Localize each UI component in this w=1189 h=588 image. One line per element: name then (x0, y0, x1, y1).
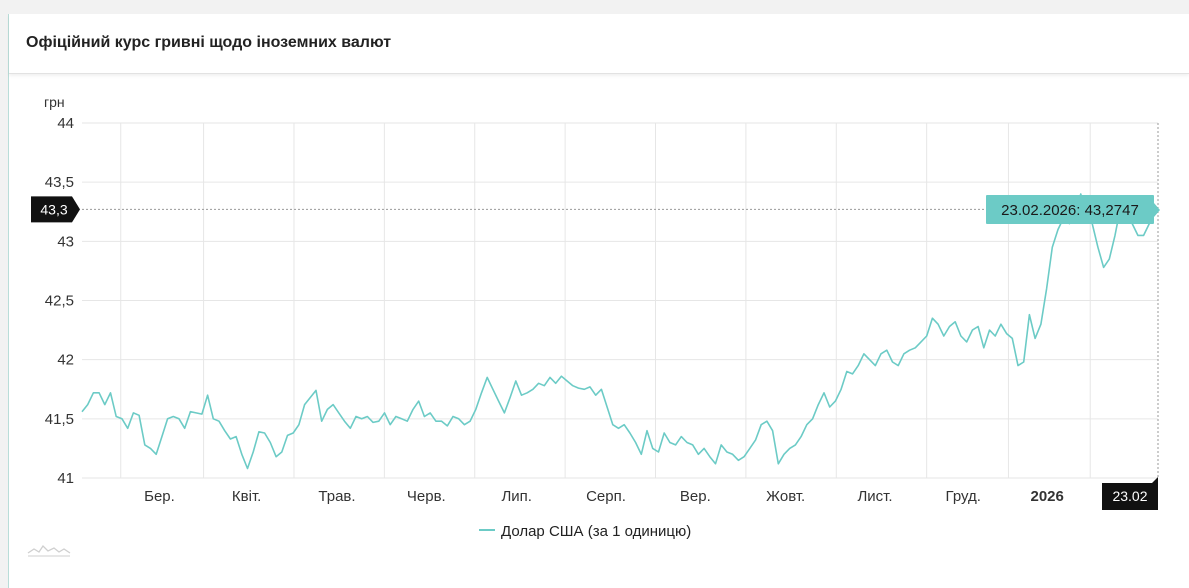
series-line-usd[interactable] (81, 193, 1156, 470)
y-tick-label: 43,5 (45, 174, 74, 191)
x-tick-label: Черв. (407, 488, 446, 505)
page-title: Офіційний курс гривні щодо іноземних вал… (26, 34, 392, 51)
mini-chart-icon[interactable] (26, 540, 72, 560)
x-tick-label: Лип. (501, 488, 532, 505)
x-tick-label: Груд. (946, 488, 981, 505)
tooltip-box (986, 195, 1154, 224)
x-tick-label: Бер. (144, 488, 175, 505)
y-axis-label: грн (44, 94, 65, 110)
crosshair-y-label-box (31, 196, 80, 223)
y-tick-label: 41 (57, 470, 74, 487)
x-tick-label: 2026 (1030, 488, 1063, 505)
x-tick-label: Жовт. (766, 488, 805, 505)
crosshair-y-label: 43,3 (40, 201, 67, 217)
y-tick-label: 42,5 (45, 293, 74, 310)
legend-label[interactable]: Долар США (за 1 одиницю) (501, 523, 691, 540)
y-tick-label: 44 (57, 115, 74, 132)
y-tick-label: 43 (57, 233, 74, 250)
tooltip-label: 23.02.2026: 43,2747 (1001, 202, 1139, 219)
tooltip-pointer (1154, 203, 1160, 217)
x-tick-label: Квіт. (232, 488, 261, 505)
card-header: Офіційний курс гривні щодо іноземних вал… (9, 14, 1189, 74)
x-tick-label: Вер. (680, 488, 711, 505)
crosshair-x-label-box (1102, 477, 1158, 510)
x-tick-label: Трав. (318, 488, 355, 505)
y-tick-label: 42 (57, 352, 74, 369)
x-tick-label: Лист. (857, 488, 892, 505)
crosshair-x-label: 23.02 (1112, 488, 1147, 504)
x-tick-label: Серп. (586, 488, 626, 505)
y-tick-label: 41,5 (45, 411, 74, 428)
